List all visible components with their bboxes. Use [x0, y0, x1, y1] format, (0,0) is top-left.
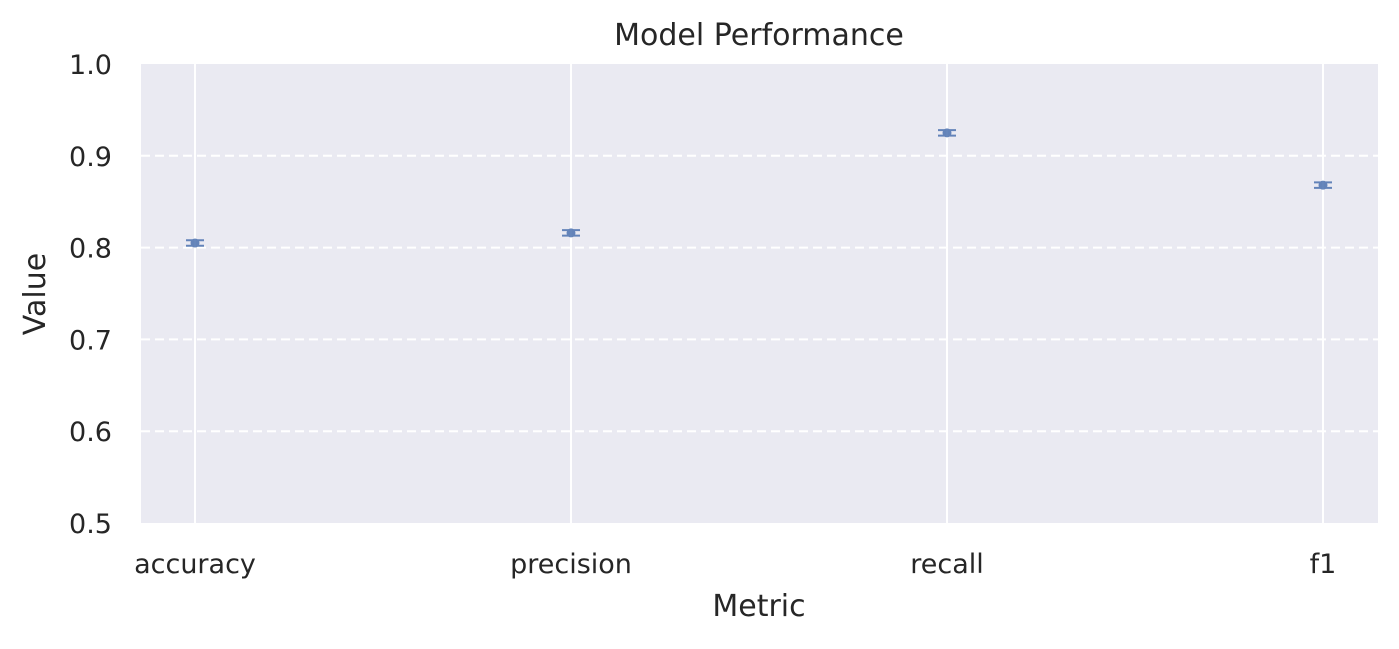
data-marker: [942, 128, 952, 138]
data-marker: [566, 228, 576, 238]
data-marker: [1318, 180, 1328, 190]
y-axis-label: Value: [18, 253, 53, 335]
x-tick-label: precision: [510, 549, 632, 580]
x-axis-label: Metric: [712, 589, 805, 624]
y-tick-label: 1.0: [69, 50, 112, 81]
grid-lines: [141, 64, 1378, 523]
x-tick-label: f1: [1310, 549, 1337, 580]
y-tick-label: 0.8: [69, 234, 112, 265]
x-tick-labels: accuracy precision recall f1: [134, 549, 1336, 580]
data-point-f1: [1314, 180, 1332, 190]
data-point-accuracy: [186, 238, 204, 248]
plot-background: [141, 64, 1378, 523]
chart-title: Model Performance: [614, 18, 904, 53]
y-tick-label: 0.6: [69, 417, 112, 448]
y-tick-label: 0.5: [69, 509, 112, 540]
data-marker: [190, 238, 200, 248]
y-tick-labels: 0.5 0.6 0.7 0.8 0.9 1.0: [69, 50, 112, 540]
data-point-recall: [938, 128, 956, 138]
data-points: [186, 128, 1332, 248]
x-tick-label: accuracy: [134, 549, 256, 580]
y-tick-label: 0.9: [69, 142, 112, 173]
data-point-precision: [562, 228, 580, 238]
x-tick-label: recall: [910, 549, 984, 580]
y-tick-label: 0.7: [69, 325, 112, 356]
